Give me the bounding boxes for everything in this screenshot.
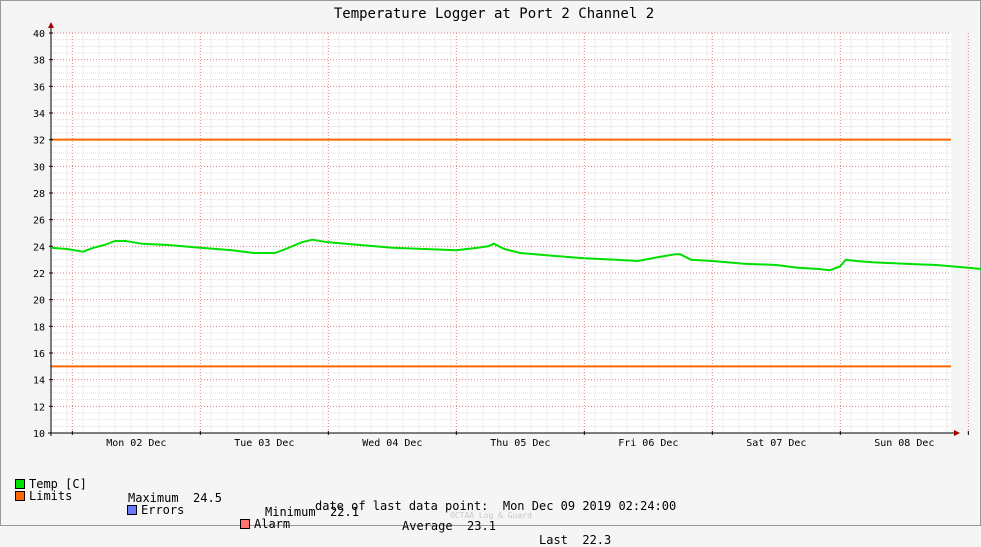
avg-label: Average bbox=[402, 519, 453, 533]
axes: 10 12 14 16 18 20 22 24 26 28 30 32 34 36 38 40 Mon 02 D… bbox=[33, 22, 969, 449]
last-data-point: date of last data point: Mon Dec 09 2019… bbox=[315, 499, 676, 513]
limits-swatch bbox=[15, 491, 25, 501]
x-axis-arrow bbox=[954, 430, 960, 436]
temperature-chart: Temperature Logger at Port 2 Channel 2 1… bbox=[33, 6, 981, 449]
legend-alarm: Alarm bbox=[240, 517, 290, 531]
y-tick-label: 26 bbox=[33, 216, 45, 227]
y-axis-arrow bbox=[48, 22, 54, 28]
legend-limits: Limits bbox=[15, 489, 72, 503]
temperature-series-line bbox=[50, 238, 981, 272]
y-tick-label: 28 bbox=[33, 189, 45, 200]
grid bbox=[50, 32, 969, 434]
legend-alarm-label: Alarm bbox=[254, 517, 291, 531]
legend-errors: Errors bbox=[127, 503, 184, 517]
y-tick-label: 22 bbox=[33, 269, 45, 280]
x-tick-label: Tue 03 Dec bbox=[234, 438, 294, 449]
legend-temp: Temp [C] bbox=[15, 477, 87, 491]
y-tick-label: 20 bbox=[33, 296, 45, 307]
legend-limits-label: Limits bbox=[29, 489, 73, 503]
y-tick-label: 30 bbox=[33, 162, 45, 173]
y-tick-label: 36 bbox=[33, 82, 45, 93]
y-tick-label: 34 bbox=[33, 109, 45, 120]
errors-swatch bbox=[127, 505, 137, 515]
temp-swatch bbox=[15, 479, 25, 489]
y-tick-label: 10 bbox=[33, 429, 45, 440]
series-layer bbox=[50, 238, 981, 272]
y-tick-label: 18 bbox=[33, 322, 45, 333]
x-tick-label: Sat 07 Dec bbox=[746, 438, 806, 449]
y-tick-label: 40 bbox=[33, 29, 45, 40]
y-tick-label: 14 bbox=[33, 376, 45, 387]
min-label: Minimum bbox=[265, 505, 316, 519]
y-tick-label: 12 bbox=[33, 402, 45, 413]
min-value: 22.1 bbox=[330, 505, 359, 519]
last-value: 22.3 bbox=[582, 533, 612, 547]
chart-title: Temperature Logger at Port 2 Channel 2 bbox=[334, 6, 654, 22]
limit-lines bbox=[51, 138, 951, 368]
credit-watermark: OCTAA Log & Guard bbox=[450, 511, 532, 520]
x-tick-label: Sun 08 Dec bbox=[874, 438, 934, 449]
last-label: Last bbox=[539, 533, 568, 547]
legend-temp-label: Temp [C] bbox=[29, 477, 87, 491]
avg-value: 23.1 bbox=[467, 519, 496, 533]
legend-average: Average 23.1 bbox=[402, 519, 496, 533]
alarm-swatch bbox=[240, 519, 250, 529]
y-tick-label: 16 bbox=[33, 349, 45, 360]
last-point-value: Mon Dec 09 2019 02:24:00 bbox=[502, 499, 677, 513]
legend-maximum: Maximum 24.5 bbox=[128, 491, 222, 505]
x-tick-label: Thu 05 Dec bbox=[490, 438, 550, 449]
y-tick-label: 32 bbox=[33, 136, 45, 147]
max-label: Maximum bbox=[128, 491, 179, 505]
legend-minimum: Minimum 22.1 bbox=[265, 505, 359, 519]
y-tick-label: 24 bbox=[33, 242, 45, 253]
legend-last: Last 22.3 bbox=[539, 533, 611, 547]
x-tick-label: Wed 04 Dec bbox=[362, 438, 422, 449]
x-tick-label: Fri 06 Dec bbox=[618, 438, 678, 449]
x-tick-label: Mon 02 Dec bbox=[106, 438, 166, 449]
last-point-label: date of last data point: bbox=[315, 499, 489, 513]
y-tick-label: 38 bbox=[33, 56, 45, 67]
legend-errors-label: Errors bbox=[141, 503, 185, 517]
max-value: 24.5 bbox=[193, 491, 222, 505]
legend-row-status: Limits Errors Alarm bbox=[15, 475, 415, 531]
